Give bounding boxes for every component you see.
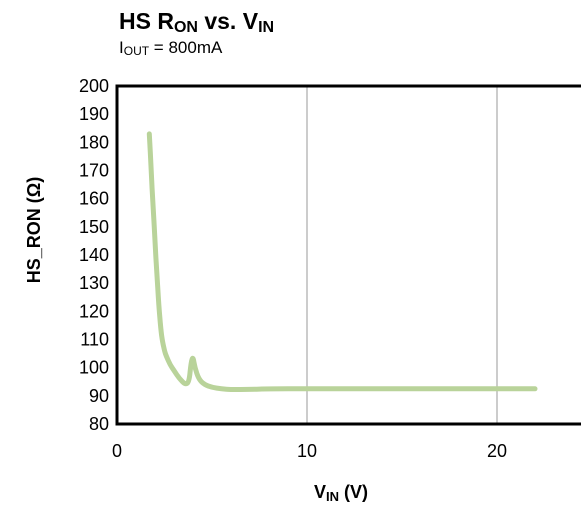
x-tick-label: 0 — [112, 441, 122, 461]
y-tick-label: 170 — [79, 161, 109, 181]
y-tick-label: 150 — [79, 217, 109, 237]
series-line — [146, 131, 538, 393]
y-tick-labels: 80 90 100 110 120 130 140 150 160 170 180 190 200 — [79, 76, 109, 434]
series-group — [146, 131, 538, 393]
chart-subtitle: IOUT = 800mA — [119, 38, 223, 58]
plot-frame — [115, 84, 581, 426]
y-tick-label: 190 — [79, 104, 109, 124]
y-axis-label: HS_RON (Ω) — [24, 177, 44, 283]
y-tick-label: 200 — [79, 76, 109, 96]
y-tick-label: 120 — [79, 301, 109, 321]
x-tick-label: 20 — [487, 441, 507, 461]
y-tick-label: 110 — [80, 330, 109, 350]
y-tick-label: 140 — [79, 245, 109, 265]
y-tick-label: 160 — [79, 189, 109, 209]
x-tick-label: 10 — [297, 441, 317, 461]
y-tick-label: 90 — [89, 386, 109, 406]
x-axis-label: VIN (V) — [314, 482, 368, 504]
y-tick-label: 130 — [79, 273, 109, 293]
y-tick-label: 80 — [89, 414, 109, 434]
plot-area — [117, 86, 581, 424]
chart-title: HS RON vs. VIN — [119, 8, 274, 36]
x-tick-labels: 0 10 20 — [112, 441, 507, 461]
gridlines — [306, 86, 498, 424]
y-tick-label: 100 — [79, 358, 109, 378]
y-tick-label: 180 — [79, 132, 109, 152]
